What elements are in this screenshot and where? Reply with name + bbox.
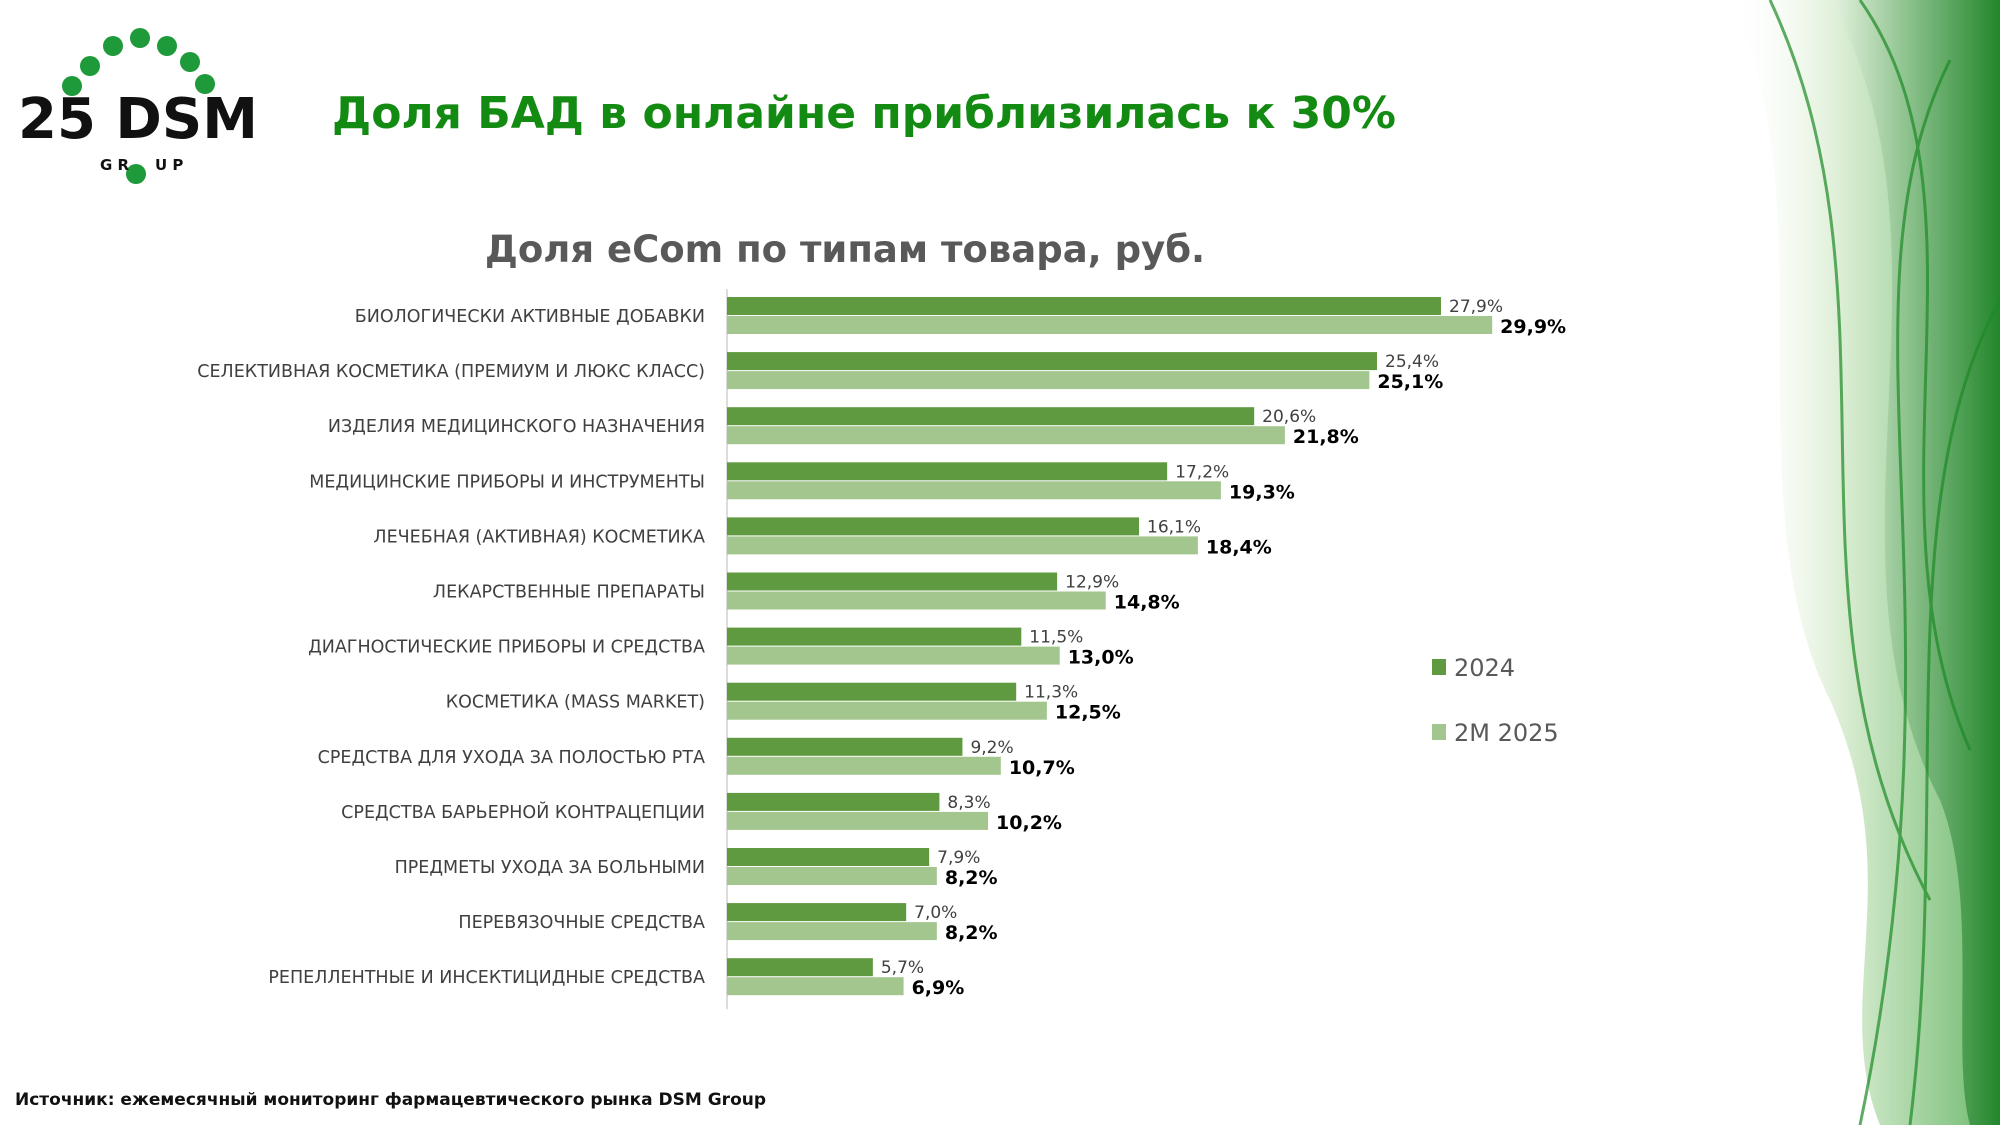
legend-label: 2024 [1454, 654, 1515, 682]
category-label: РЕПЕЛЛЕНТНЫЕ И ИНСЕКТИЦИДНЫЕ СРЕДСТВА [268, 968, 705, 988]
bar-2m2025 [727, 867, 937, 885]
data-label: 8,2% [945, 922, 998, 944]
data-label: 12,9% [1065, 573, 1119, 593]
bar-2024 [727, 352, 1378, 371]
green-swirl-decoration [1730, 0, 2000, 1125]
category-label: БИОЛОГИЧЕСКИ АКТИВНЫЕ ДОБАВКИ [355, 307, 705, 327]
category-label: КОСМЕТИКА (MASS MARKET) [446, 693, 705, 713]
category-label: ЛЕКАРСТВЕННЫЕ ПРЕПАРАТЫ [433, 583, 705, 603]
data-label: 25,4% [1385, 352, 1439, 372]
source-note: Источник: ежемесячный мониторинг фармаце… [15, 1090, 767, 1110]
bar-2024 [727, 407, 1255, 426]
legend-swatch [1432, 724, 1446, 740]
bar-2024 [727, 572, 1058, 591]
bar-2m2025 [727, 426, 1285, 445]
category-label: СЕЛЕКТИВНАЯ КОСМЕТИКА (ПРЕМИУМ И ЛЮКС КЛ… [197, 362, 705, 382]
data-label: 16,1% [1147, 517, 1201, 537]
data-label: 10,2% [996, 812, 1062, 834]
data-label: 21,8% [1293, 426, 1359, 448]
bar-2024 [727, 627, 1022, 646]
bar-2m2025 [727, 701, 1047, 720]
svg-text:G R: G R [100, 156, 130, 174]
data-label: 6,9% [912, 977, 965, 999]
data-label: 13,0% [1068, 647, 1134, 669]
bar-2024 [727, 297, 1441, 315]
legend-label: 2M 2025 [1454, 719, 1559, 747]
chart-title: Доля eCom по типам товара, руб. [484, 228, 1206, 271]
data-label: 29,9% [1500, 316, 1566, 338]
data-label: 7,0% [914, 903, 957, 923]
svg-text:25 DSM: 25 DSM [18, 87, 258, 152]
category-label: ДИАГНОСТИЧЕСКИЕ ПРИБОРЫ И СРЕДСТВА [308, 638, 705, 658]
data-label: 27,9% [1449, 297, 1503, 317]
category-label: ЛЕЧЕБНАЯ (АКТИВНАЯ) КОСМЕТИКА [373, 527, 705, 547]
bar-2m2025 [727, 977, 904, 996]
bar-2m2025 [727, 756, 1001, 775]
data-label: 8,2% [945, 867, 998, 889]
bar-2024 [727, 848, 930, 866]
data-label: 17,2% [1175, 462, 1229, 482]
data-label: 7,9% [937, 848, 980, 868]
data-label: 14,8% [1114, 592, 1180, 614]
bar-2m2025 [727, 591, 1106, 610]
data-label: 5,7% [881, 958, 924, 978]
bar-2024 [727, 958, 873, 977]
bar-2m2025 [727, 646, 1060, 665]
data-label: 11,3% [1024, 683, 1078, 703]
data-label: 18,4% [1206, 536, 1272, 558]
bar-2m2025 [727, 316, 1493, 334]
slide-title: Доля БАД в онлайне приблизилась к 30% [332, 88, 1396, 139]
bar-2024 [727, 903, 907, 922]
bar-2m2025 [727, 536, 1198, 555]
category-label: ПЕРЕВЯЗОЧНЫЕ СРЕДСТВА [458, 913, 705, 933]
svg-text:U P: U P [155, 156, 183, 174]
bar-2m2025 [727, 922, 937, 941]
category-label: ИЗДЕЛИЯ МЕДИЦИНСКОГО НАЗНАЧЕНИЯ [328, 417, 705, 437]
category-label: СРЕДСТВА БАРЬЕРНОЙ КОНТРАЦЕПЦИИ [341, 801, 705, 823]
data-label: 11,5% [1029, 628, 1083, 648]
bar-2m2025 [727, 371, 1370, 390]
bar-2024 [727, 792, 940, 811]
data-label: 9,2% [970, 738, 1013, 758]
bar-2024 [727, 517, 1140, 536]
data-label: 12,5% [1055, 702, 1121, 724]
category-label: МЕДИЦИНСКИЕ ПРИБОРЫ И ИНСТРУМЕНТЫ [309, 472, 705, 492]
legend-swatch [1432, 659, 1446, 675]
data-label: 8,3% [947, 793, 990, 813]
category-label: СРЕДСТВА ДЛЯ УХОДА ЗА ПОЛОСТЬЮ РТА [318, 748, 705, 768]
dsm-group-logo: 25 DSM G R U P [18, 28, 258, 184]
category-label: ПРЕДМЕТЫ УХОДА ЗА БОЛЬНЫМИ [395, 858, 705, 878]
data-label: 19,3% [1229, 481, 1295, 503]
data-label: 10,7% [1009, 757, 1075, 779]
data-label: 20,6% [1262, 407, 1316, 427]
bar-2m2025 [727, 811, 989, 830]
data-label: 25,1% [1377, 371, 1443, 393]
bar-2024 [727, 682, 1017, 701]
bar-2024 [727, 737, 963, 756]
bar-2m2025 [727, 481, 1221, 500]
bar-2024 [727, 462, 1168, 481]
